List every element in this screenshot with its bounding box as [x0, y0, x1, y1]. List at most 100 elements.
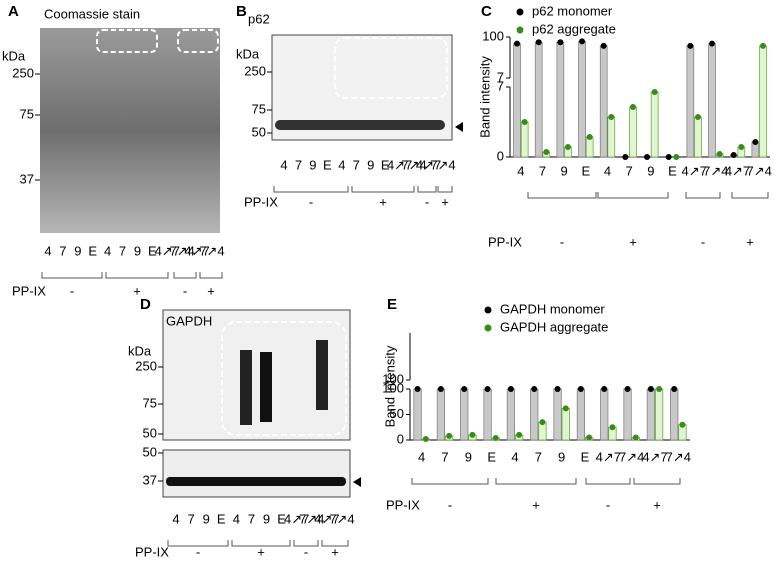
lane-label: 7↗4 [666, 449, 691, 464]
lane-label: 7↗4 [746, 163, 771, 178]
lane-label: 4 [338, 157, 345, 172]
group-label: - [304, 544, 308, 559]
dot [414, 386, 421, 392]
dot [507, 386, 514, 392]
dot [521, 119, 528, 125]
lane-label: 7 [119, 243, 126, 258]
y-tick-label: 100 [382, 371, 404, 386]
bar [534, 41, 543, 158]
legend-marker [516, 26, 524, 34]
lane-label: E [148, 243, 157, 258]
lane-label: 7↗4 [430, 157, 455, 172]
lane-label: 4 [172, 511, 179, 526]
legend-label: GAPDH monomer [500, 301, 605, 316]
group-label: + [629, 234, 637, 249]
bar [655, 388, 664, 441]
bar [607, 116, 616, 158]
bar [460, 388, 469, 441]
band [275, 120, 445, 130]
legend-marker [484, 306, 492, 314]
dot [461, 386, 468, 392]
bar [646, 388, 655, 441]
axis-break [507, 79, 513, 86]
panel-label: A [8, 3, 19, 20]
lane-label: 9 [74, 243, 81, 258]
lane-label: E [487, 449, 496, 464]
marker-label: 50 [143, 425, 157, 440]
group-label: - [70, 283, 74, 298]
bar [513, 43, 521, 158]
lane-label: 4↗7 [642, 449, 667, 464]
highlight-box [221, 321, 347, 436]
dot [679, 421, 686, 428]
group-bracket [199, 272, 223, 279]
group-bracket [273, 186, 349, 193]
bar [599, 45, 608, 158]
dot [539, 419, 546, 426]
dot [484, 386, 491, 392]
lane-label: 9 [309, 157, 316, 172]
lane-label: 7↗4 [401, 157, 426, 172]
lane-label: 4↗7 [314, 511, 339, 526]
lane-label: 4 [517, 163, 524, 178]
group-bracket [495, 478, 577, 485]
dot [694, 114, 701, 120]
lane-label: E [217, 511, 226, 526]
treatment-label: PP-IX [244, 194, 278, 209]
lane-label: 9 [367, 157, 374, 172]
unit-label: kDa [2, 48, 26, 63]
group-bracket [231, 540, 291, 547]
group-bracket [167, 540, 229, 547]
dot [759, 42, 766, 49]
dot [562, 405, 569, 412]
y-tick-label: 7 [497, 78, 504, 93]
y-axis-title: Band intensity [477, 56, 492, 138]
dot [647, 386, 654, 392]
unit-label: kDa [236, 46, 260, 61]
treatment-label: PP-IX [386, 497, 420, 512]
gel-d-lower [162, 449, 351, 498]
bar [413, 388, 422, 441]
dot [422, 435, 429, 442]
dot [514, 40, 521, 47]
panel-title: GAPDH [166, 313, 212, 328]
dot [554, 386, 561, 392]
treatment-label: PP-IX [12, 283, 46, 298]
group-bracket [293, 540, 319, 547]
y-tick-label: 0 [397, 431, 404, 446]
dot [586, 134, 593, 140]
lane-label: E [323, 157, 332, 172]
band [166, 477, 346, 486]
group-label: - [701, 234, 705, 249]
dot [629, 104, 636, 110]
bar [600, 388, 609, 441]
y-tick-label: 100 [482, 28, 504, 43]
bar [506, 388, 515, 441]
y-tick-label: 50 [390, 406, 404, 421]
dot [716, 151, 723, 157]
group-bracket [351, 186, 415, 193]
group-bracket [417, 186, 437, 193]
lane-label: 4 [418, 449, 425, 464]
lane-label: E [581, 163, 590, 178]
panel-label: D [140, 296, 151, 313]
arrowhead [455, 122, 463, 132]
dot [586, 434, 593, 441]
dot [644, 154, 651, 160]
dot [665, 154, 672, 160]
lane-label: 7 [248, 511, 255, 526]
marker-label: 50 [252, 124, 266, 139]
group-bracket [411, 478, 489, 485]
lane-label: 9 [263, 511, 270, 526]
group-bracket [437, 186, 453, 193]
group-label: - [183, 283, 187, 298]
highlight-box [96, 29, 158, 53]
lane-label: 7 [353, 157, 360, 172]
dot [535, 39, 542, 46]
lane-label: 9 [203, 511, 210, 526]
lane-label: 7 [539, 163, 546, 178]
bar [578, 41, 586, 158]
marker-label: 250 [12, 65, 34, 80]
panel-label: E [387, 296, 397, 313]
